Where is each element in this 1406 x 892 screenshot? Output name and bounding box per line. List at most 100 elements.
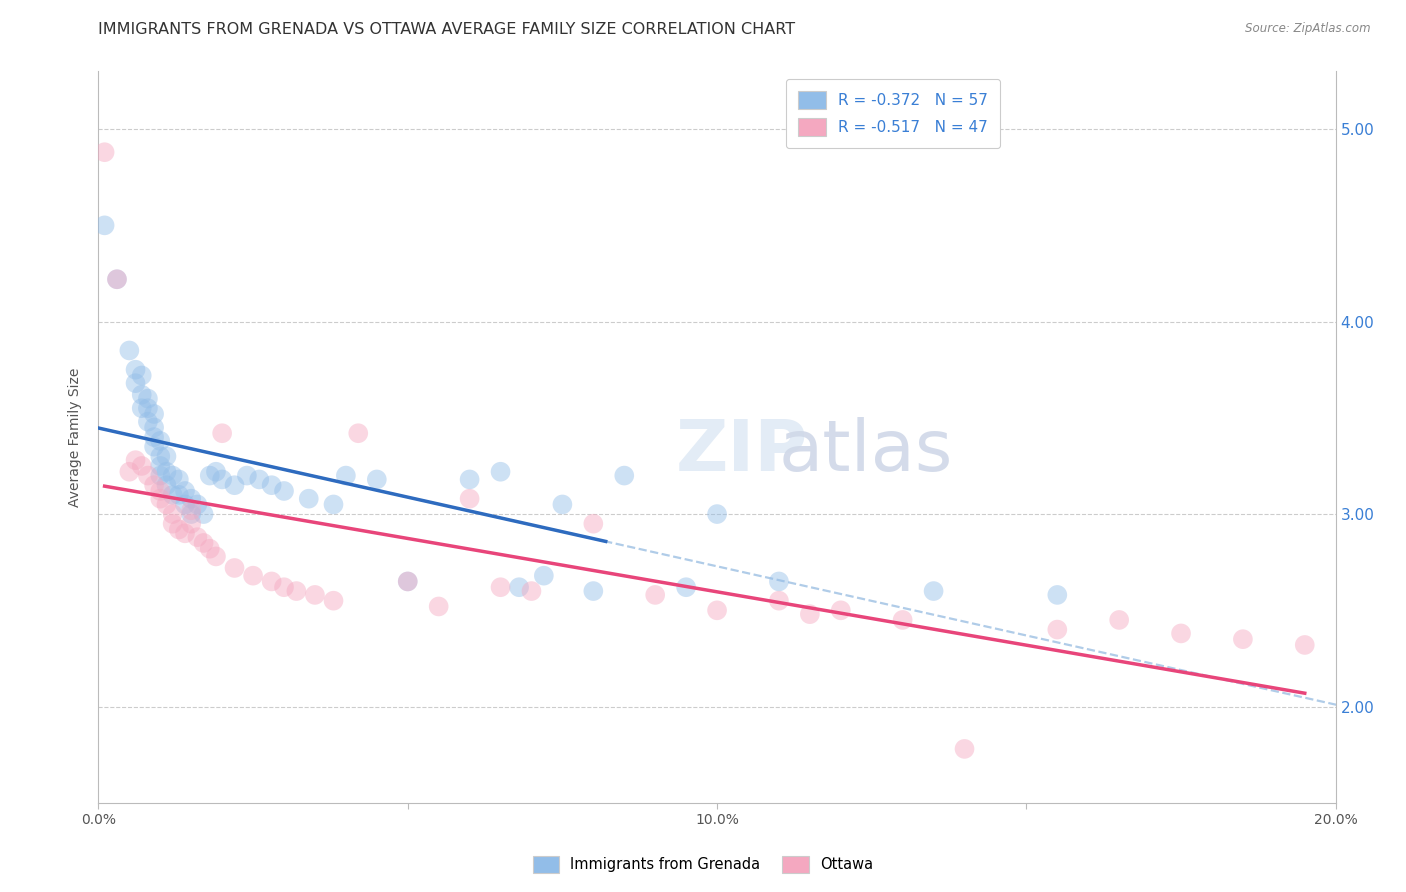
Point — [1232, 632, 1254, 647]
Point — [273, 580, 295, 594]
Point — [198, 468, 221, 483]
Point — [124, 453, 146, 467]
Point — [211, 426, 233, 441]
Point — [167, 472, 190, 486]
Point — [149, 434, 172, 448]
Point — [155, 465, 177, 479]
Point — [162, 488, 184, 502]
Point — [155, 450, 177, 464]
Point — [582, 584, 605, 599]
Point — [149, 468, 172, 483]
Point — [143, 478, 166, 492]
Point — [167, 488, 190, 502]
Legend: Immigrants from Grenada, Ottawa: Immigrants from Grenada, Ottawa — [526, 849, 880, 880]
Point — [891, 613, 914, 627]
Point — [149, 483, 172, 498]
Point — [143, 430, 166, 444]
Point — [162, 468, 184, 483]
Point — [143, 420, 166, 434]
Point — [224, 561, 246, 575]
Point — [1046, 623, 1069, 637]
Point — [366, 472, 388, 486]
Point — [174, 526, 197, 541]
Point — [520, 584, 543, 599]
Point — [922, 584, 945, 599]
Point — [489, 465, 512, 479]
Point — [198, 541, 221, 556]
Point — [799, 607, 821, 622]
Point — [124, 362, 146, 376]
Point — [247, 472, 270, 486]
Point — [260, 478, 283, 492]
Point — [211, 472, 233, 486]
Point — [180, 491, 202, 506]
Point — [155, 478, 177, 492]
Point — [830, 603, 852, 617]
Point — [136, 392, 159, 406]
Point — [322, 498, 344, 512]
Point — [273, 483, 295, 498]
Point — [768, 593, 790, 607]
Point — [143, 407, 166, 421]
Point — [322, 593, 344, 607]
Text: Source: ZipAtlas.com: Source: ZipAtlas.com — [1246, 22, 1371, 36]
Point — [136, 401, 159, 416]
Point — [298, 491, 321, 506]
Point — [768, 574, 790, 589]
Point — [396, 574, 419, 589]
Point — [427, 599, 450, 614]
Point — [186, 498, 208, 512]
Point — [105, 272, 128, 286]
Point — [131, 388, 153, 402]
Point — [131, 368, 153, 383]
Point — [93, 219, 115, 233]
Point — [706, 507, 728, 521]
Text: atlas: atlas — [779, 417, 953, 486]
Point — [953, 742, 976, 756]
Point — [1108, 613, 1130, 627]
Point — [174, 483, 197, 498]
Point — [285, 584, 308, 599]
Point — [162, 516, 184, 531]
Point — [582, 516, 605, 531]
Point — [706, 603, 728, 617]
Point — [335, 468, 357, 483]
Point — [224, 478, 246, 492]
Point — [118, 343, 141, 358]
Point — [124, 376, 146, 391]
Point — [1170, 626, 1192, 640]
Y-axis label: Average Family Size: Average Family Size — [69, 368, 83, 507]
Point — [458, 491, 481, 506]
Point — [675, 580, 697, 594]
Point — [489, 580, 512, 594]
Point — [236, 468, 259, 483]
Legend: R = -0.372   N = 57, R = -0.517   N = 47: R = -0.372 N = 57, R = -0.517 N = 47 — [786, 79, 1000, 148]
Point — [180, 503, 202, 517]
Point — [131, 458, 153, 473]
Point — [347, 426, 370, 441]
Text: IMMIGRANTS FROM GRENADA VS OTTAWA AVERAGE FAMILY SIZE CORRELATION CHART: IMMIGRANTS FROM GRENADA VS OTTAWA AVERAG… — [98, 22, 796, 37]
Point — [193, 507, 215, 521]
Point — [186, 530, 208, 544]
Point — [143, 440, 166, 454]
Text: ZIP: ZIP — [676, 417, 808, 486]
Point — [180, 516, 202, 531]
Point — [149, 458, 172, 473]
Point — [613, 468, 636, 483]
Point — [136, 468, 159, 483]
Point — [533, 568, 555, 582]
Point — [180, 507, 202, 521]
Point — [205, 465, 228, 479]
Point — [260, 574, 283, 589]
Point — [551, 498, 574, 512]
Point — [644, 588, 666, 602]
Point — [155, 498, 177, 512]
Point — [162, 507, 184, 521]
Point — [1294, 638, 1316, 652]
Point — [149, 450, 172, 464]
Point — [193, 536, 215, 550]
Point — [149, 491, 172, 506]
Point — [304, 588, 326, 602]
Point — [396, 574, 419, 589]
Point — [167, 523, 190, 537]
